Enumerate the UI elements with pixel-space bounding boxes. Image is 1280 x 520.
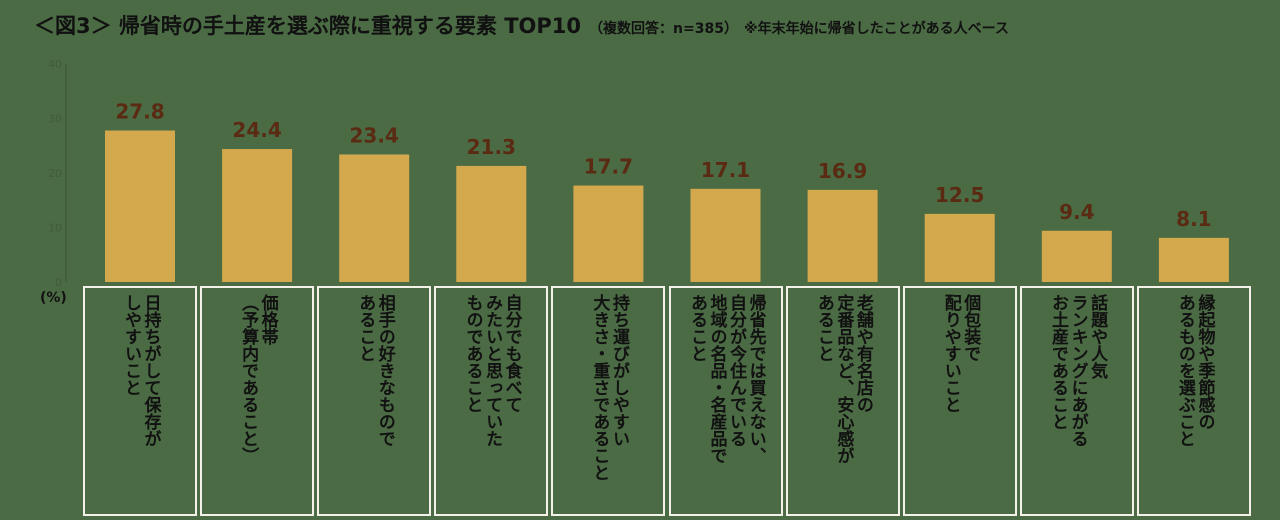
bar xyxy=(1041,230,1112,282)
chart-title: ＜図3＞ 帰省時の手土産を選ぶ際に重視する要素 TOP10 xyxy=(34,14,582,38)
y-tick-label: 0 xyxy=(55,276,62,289)
bar-value-label: 9.4 xyxy=(1059,200,1094,224)
y-tick-label: 40 xyxy=(48,58,62,71)
category-label: 日持ちがして保存が しやすいこと xyxy=(121,294,161,447)
bar xyxy=(1158,237,1229,282)
category-label: 価格帯 （予算内であること） xyxy=(238,294,278,464)
bar xyxy=(456,165,527,282)
y-tick-label: 10 xyxy=(48,222,62,235)
category-label: 帰省先では買えない、 自分が今住んでいる 地域の名品・名産品で あること xyxy=(686,294,766,464)
bar-value-label: 12.5 xyxy=(935,183,984,207)
bar xyxy=(339,154,410,282)
category-label: 個包装で 配りやすいこと xyxy=(940,294,981,413)
category-label-box: 話題や人気 ランキングにあがる お土産であること xyxy=(1019,286,1134,516)
category-label-box: 個包装で 配りやすいこと xyxy=(902,286,1017,516)
category-label: 縁起物や季節感の あるものを選ぶこと xyxy=(1174,294,1215,447)
category-label-box: 自分でも食べて みたいと思っていた ものであること xyxy=(434,286,549,516)
bar xyxy=(573,185,644,282)
y-tick-label: 20 xyxy=(48,167,62,180)
bar-value-label: 27.8 xyxy=(115,99,164,123)
chart-title-block: ＜図3＞ 帰省時の手土産を選ぶ際に重視する要素 TOP10 （複数回答：n=385… xyxy=(34,10,1009,40)
bar xyxy=(924,213,995,282)
bar-value-label: 23.4 xyxy=(350,123,399,147)
bar-value-label: 17.7 xyxy=(584,155,633,179)
bar xyxy=(807,189,878,282)
bar-value-label: 16.9 xyxy=(818,159,867,183)
category-label-box: 日持ちがして保存が しやすいこと xyxy=(83,286,197,516)
category-label-box: 帰省先では買えない、 自分が今住んでいる 地域の名品・名産品で あること xyxy=(668,286,783,516)
bar xyxy=(690,188,761,282)
category-label: 老舗や有名店の 定番品など、安心感が あること xyxy=(813,294,873,464)
bar xyxy=(105,130,175,282)
bar-value-label: 24.4 xyxy=(232,118,281,142)
chart-subtitle: （複数回答：n=385） xyxy=(589,21,738,37)
bar xyxy=(222,149,293,282)
bar-value-label: 8.1 xyxy=(1176,207,1211,231)
y-axis-unit-label: (%) xyxy=(40,290,67,306)
category-label-box: 縁起物や季節感の あるものを選ぶこと xyxy=(1136,286,1251,516)
category-label-box: 相手の好きなもので あること xyxy=(317,286,432,516)
category-label: 話題や人気 ランキングにあがる お土産であること xyxy=(1048,294,1108,447)
category-label-box: 価格帯 （予算内であること） xyxy=(200,286,315,516)
category-label: 相手の好きなもので あること xyxy=(355,294,395,447)
category-label: 持ち運びがしやすい 大きさ・重さであること xyxy=(589,294,629,481)
y-tick-label: 30 xyxy=(48,113,62,126)
category-label: 自分でも食べて みたいと思っていた ものであること xyxy=(462,294,522,447)
category-label-box: 老舗や有名店の 定番品など、安心感が あること xyxy=(785,286,900,516)
chart-note: ※年末年始に帰省したことがある人ベース xyxy=(743,21,1009,37)
bar-value-label: 21.3 xyxy=(467,135,516,159)
category-label-box: 持ち運びがしやすい 大きさ・重さであること xyxy=(551,286,666,516)
bar-value-label: 17.1 xyxy=(701,158,750,182)
